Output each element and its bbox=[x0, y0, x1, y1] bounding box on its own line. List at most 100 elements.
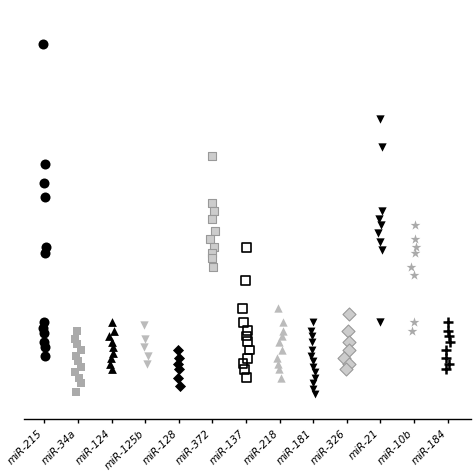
Point bbox=[71, 368, 79, 376]
Point bbox=[75, 374, 82, 382]
Point bbox=[242, 244, 250, 251]
Point bbox=[310, 319, 317, 326]
Point bbox=[106, 360, 113, 368]
Point bbox=[410, 271, 418, 279]
Point bbox=[342, 365, 349, 373]
Point bbox=[239, 304, 246, 312]
Point bbox=[378, 221, 385, 229]
Point bbox=[208, 255, 216, 262]
Point bbox=[41, 343, 49, 351]
Point bbox=[445, 327, 452, 334]
Point bbox=[344, 327, 352, 334]
Point bbox=[341, 355, 348, 362]
Point bbox=[279, 327, 286, 334]
Point bbox=[376, 319, 384, 326]
Point bbox=[73, 341, 81, 348]
Point bbox=[108, 338, 116, 346]
Point bbox=[412, 244, 419, 251]
Point bbox=[277, 374, 285, 382]
Point bbox=[244, 338, 251, 346]
Point bbox=[273, 355, 281, 362]
Point bbox=[309, 332, 316, 340]
Point bbox=[105, 332, 113, 340]
Point bbox=[309, 363, 317, 371]
Point bbox=[278, 332, 286, 340]
Point bbox=[175, 365, 182, 373]
Point bbox=[242, 277, 249, 284]
Point bbox=[175, 355, 183, 362]
Point bbox=[307, 352, 315, 359]
Point bbox=[309, 357, 317, 365]
Point bbox=[211, 227, 219, 234]
Point bbox=[310, 380, 317, 387]
Point bbox=[244, 355, 251, 362]
Point bbox=[174, 346, 182, 354]
Point bbox=[239, 360, 247, 368]
Point bbox=[73, 352, 80, 359]
Point bbox=[276, 365, 283, 373]
Point bbox=[376, 238, 383, 246]
Point bbox=[40, 180, 48, 187]
Point bbox=[246, 346, 253, 354]
Point bbox=[210, 207, 218, 215]
Point bbox=[73, 388, 80, 395]
Point bbox=[346, 346, 353, 354]
Point bbox=[376, 116, 384, 123]
Point bbox=[274, 304, 282, 312]
Point bbox=[207, 235, 214, 243]
Point bbox=[39, 324, 47, 331]
Point bbox=[442, 346, 449, 354]
Point bbox=[378, 246, 386, 254]
Point bbox=[274, 360, 282, 368]
Point bbox=[375, 216, 383, 223]
Point bbox=[307, 327, 315, 334]
Point bbox=[210, 263, 217, 271]
Point bbox=[72, 335, 79, 343]
Point bbox=[74, 357, 82, 365]
Point bbox=[412, 249, 419, 256]
Point bbox=[311, 391, 319, 398]
Point bbox=[311, 368, 319, 376]
Point bbox=[208, 216, 216, 223]
Point bbox=[309, 385, 317, 392]
Point bbox=[276, 338, 283, 346]
Point bbox=[279, 319, 287, 326]
Point bbox=[42, 244, 50, 251]
Point bbox=[141, 343, 148, 351]
Point bbox=[41, 338, 48, 346]
Point bbox=[77, 346, 85, 354]
Point bbox=[77, 380, 85, 387]
Point bbox=[278, 346, 286, 354]
Point bbox=[243, 374, 250, 382]
Point bbox=[345, 360, 353, 368]
Point bbox=[208, 249, 216, 256]
Point bbox=[108, 319, 116, 326]
Point bbox=[41, 160, 49, 168]
Point bbox=[208, 152, 215, 159]
Point bbox=[144, 352, 151, 359]
Point bbox=[209, 199, 216, 207]
Point bbox=[141, 335, 149, 343]
Point bbox=[442, 365, 449, 373]
Point bbox=[411, 221, 419, 229]
Point bbox=[108, 365, 115, 373]
Point bbox=[311, 374, 319, 382]
Point bbox=[210, 244, 218, 251]
Point bbox=[109, 349, 117, 356]
Point bbox=[442, 355, 450, 362]
Point bbox=[243, 332, 250, 340]
Point bbox=[345, 338, 352, 346]
Point bbox=[40, 329, 47, 337]
Point bbox=[446, 332, 453, 340]
Point bbox=[378, 144, 386, 151]
Point bbox=[41, 319, 48, 326]
Point bbox=[239, 319, 247, 326]
Point bbox=[141, 321, 148, 329]
Point bbox=[408, 263, 415, 271]
Point bbox=[408, 327, 416, 334]
Point bbox=[42, 352, 49, 359]
Point bbox=[110, 327, 118, 334]
Point bbox=[411, 235, 419, 243]
Point bbox=[77, 363, 85, 371]
Point bbox=[174, 360, 182, 368]
